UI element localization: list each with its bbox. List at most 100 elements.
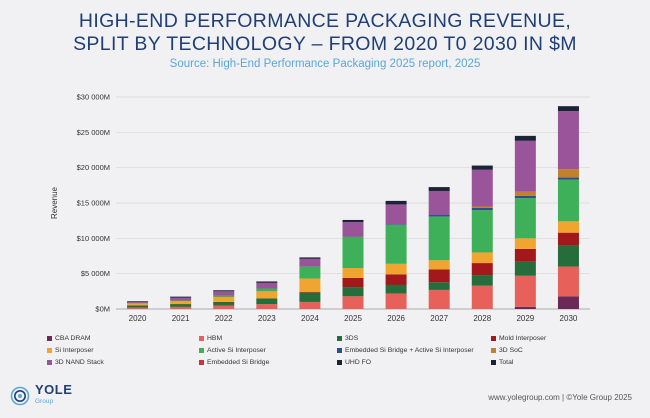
y-tick-label: $15 000M: [77, 199, 110, 208]
bar-segment: [127, 305, 149, 308]
y-axis-label: Revenue: [50, 186, 59, 219]
x-tick-label: 2022: [215, 314, 233, 323]
bar-segment: [342, 222, 364, 237]
bar-segment: [299, 266, 321, 279]
x-tick-label: 2025: [344, 314, 362, 323]
bar-segment: [127, 307, 149, 309]
chart-title-line-2: SPLIT BY TECHNOLOGY – FROM 2020 T0 2030 …: [73, 33, 577, 55]
bar-segment: [127, 301, 149, 304]
bar-segment: [213, 301, 235, 306]
bar-segment: [299, 258, 321, 267]
bar-segment: [170, 306, 192, 309]
y-tick-label: $25 000M: [77, 128, 110, 137]
bar-segment: [256, 282, 278, 289]
x-tick-label: 2028: [473, 314, 491, 323]
bar-segment: [471, 210, 493, 253]
bar-segment: [213, 305, 235, 309]
bar-segment: [170, 301, 192, 305]
bar-segment: [471, 263, 493, 276]
bar-segment: [514, 140, 536, 192]
bar-segment: [299, 301, 321, 309]
bar-segment: [428, 190, 450, 216]
bar-segment: [557, 296, 579, 309]
bar-segment: [170, 297, 192, 301]
yole-logo-icon: [10, 386, 30, 406]
bar-segment: [213, 291, 235, 296]
bar-segment: [428, 187, 450, 191]
x-tick-label: 2021: [172, 314, 190, 323]
bar-segment: [299, 292, 321, 302]
bar-segment: [170, 296, 192, 298]
bar-segment: [256, 298, 278, 305]
bar-segment: [557, 169, 579, 178]
chart-subtitle: Source: High-End Performance Packaging 2…: [169, 58, 481, 70]
bar-segment: [471, 169, 493, 207]
bar-segment: [471, 285, 493, 309]
x-tick-label: 2020: [129, 314, 147, 323]
bar-segment: [557, 177, 579, 180]
bar-segment: [514, 248, 536, 262]
bar-segment: [471, 275, 493, 286]
bar-segment: [213, 296, 235, 302]
logo-sub: Group: [35, 398, 54, 405]
logo-name: YOLE: [35, 382, 73, 397]
bar-segment: [299, 278, 321, 293]
bar-segment: [342, 296, 364, 309]
bar-segment: [557, 266, 579, 297]
y-tick-label: $20 000M: [77, 163, 110, 172]
chart-title-line-1: HIGH-END PERFORMANCE PACKAGING REVENUE,: [78, 10, 572, 32]
bar-segment: [256, 281, 278, 283]
bar-segment: [428, 282, 450, 290]
bar-segment: [428, 269, 450, 283]
bar-segment: [385, 224, 407, 225]
bar-segment: [428, 215, 450, 217]
bar-segment: [342, 268, 364, 278]
bar-segment: [514, 238, 536, 249]
bar-segment: [514, 275, 536, 307]
bar-segment: [514, 306, 536, 309]
y-tick-label: $0M: [95, 305, 110, 314]
bar-segment: [256, 291, 278, 299]
bar-segment: [385, 200, 407, 205]
bar-segment: [213, 290, 235, 292]
bar-segment: [342, 236, 364, 269]
bar-segment: [385, 204, 407, 225]
bar-segment: [342, 287, 364, 297]
y-tick-label: $5 000M: [81, 269, 110, 278]
x-tick-label: 2023: [258, 314, 276, 323]
bar-segment: [385, 274, 407, 285]
bar-segment: [428, 216, 450, 261]
bar-segment: [428, 289, 450, 309]
x-tick-label: 2026: [387, 314, 405, 323]
chart-title: HIGH-END PERFORMANCE PACKAGING REVENUE, …: [0, 10, 650, 56]
bar-segment: [557, 232, 579, 246]
bar-segment: [514, 135, 536, 141]
bar-segment: [471, 252, 493, 264]
y-tick-label: $30 000M: [77, 93, 110, 102]
bar-segment: [256, 288, 278, 292]
yole-logo: YOLE Group: [10, 382, 73, 408]
bar-segment: [213, 295, 235, 297]
bar-segment: [557, 111, 579, 170]
bar-segment: [385, 284, 407, 294]
bar-segment: [127, 301, 149, 302]
footer-credit: www.yolegroup.com | ©Yole Group 2025: [488, 393, 632, 402]
bar-segment: [557, 245, 579, 267]
bar-segment: [471, 165, 493, 170]
bar-segment: [514, 198, 536, 239]
bar-segment: [514, 261, 536, 276]
x-tick-label: 2027: [430, 314, 448, 323]
bar-segment: [170, 304, 192, 307]
bar-segment: [256, 304, 278, 309]
bar-segment: [471, 207, 493, 211]
bar-segment: [385, 224, 407, 264]
x-tick-label: 2029: [516, 314, 534, 323]
bar-segment: [428, 260, 450, 270]
bar-segment: [342, 277, 364, 288]
bar-segment: [514, 191, 536, 196]
bar-segment: [471, 206, 493, 208]
bar-segment: [127, 303, 149, 306]
bar-segment: [170, 300, 192, 302]
x-tick-label: 2030: [560, 314, 578, 323]
